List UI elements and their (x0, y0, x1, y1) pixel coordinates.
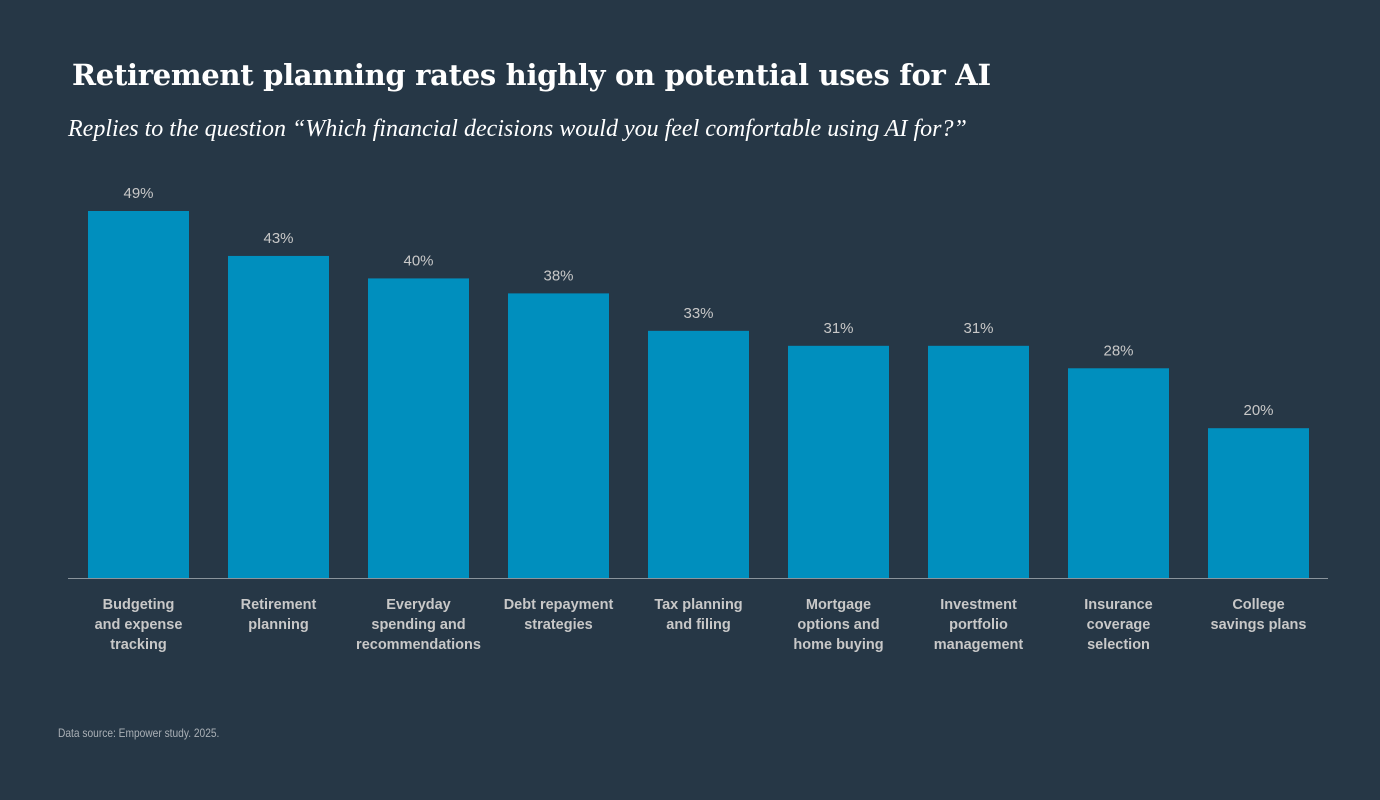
data-source-note: Data source: Empower study. 2025. (58, 726, 220, 740)
data-label: 49% (123, 185, 153, 202)
data-label: 33% (683, 305, 713, 322)
x-tick-label: Everyday (386, 597, 451, 613)
bar (648, 330, 749, 578)
bar (928, 345, 1029, 578)
chart-subtitle: Replies to the question “Which financial… (68, 116, 967, 142)
x-tick-label: Retirement (241, 597, 317, 613)
x-tick-label: Insurance (1084, 597, 1153, 613)
bar (788, 345, 889, 578)
data-label: 31% (823, 320, 853, 337)
data-label: 31% (963, 320, 993, 337)
x-tick-label: College (1232, 597, 1284, 613)
x-tick-label: planning (248, 617, 308, 633)
x-tick-label: strategies (524, 617, 593, 633)
x-tick-label: and expense (95, 617, 183, 633)
x-tick-label: portfolio (949, 617, 1008, 633)
data-label: 40% (403, 252, 433, 269)
data-label: 43% (263, 230, 293, 247)
x-tick-label: Budgeting (103, 597, 175, 613)
data-label: 28% (1103, 342, 1133, 359)
bar (228, 255, 329, 578)
x-tick-label: Investment (940, 597, 1017, 613)
x-tick-label: coverage (1087, 617, 1151, 633)
bar (1208, 428, 1309, 578)
x-tick-label: recommendations (356, 637, 481, 653)
x-tick-label: savings plans (1211, 617, 1307, 633)
x-tick-label: Debt repayment (504, 597, 614, 613)
x-tick-label: spending and (371, 617, 465, 633)
x-tick-label: and filing (666, 617, 730, 633)
data-label: 20% (1243, 402, 1273, 419)
bar (508, 293, 609, 578)
chart-title: Retirement planning rates highly on pote… (72, 58, 991, 92)
x-tick-label: Tax planning (654, 597, 742, 613)
x-tick-label: selection (1087, 637, 1150, 653)
bar (368, 278, 469, 578)
bar (88, 211, 189, 578)
bar (1068, 368, 1169, 578)
x-tick-label: tracking (110, 637, 166, 653)
x-tick-label: management (934, 637, 1024, 653)
x-tick-label: options and (797, 617, 879, 633)
x-tick-label: home buying (793, 637, 883, 653)
x-tick-label: Mortgage (806, 597, 871, 613)
data-label: 38% (543, 267, 573, 284)
